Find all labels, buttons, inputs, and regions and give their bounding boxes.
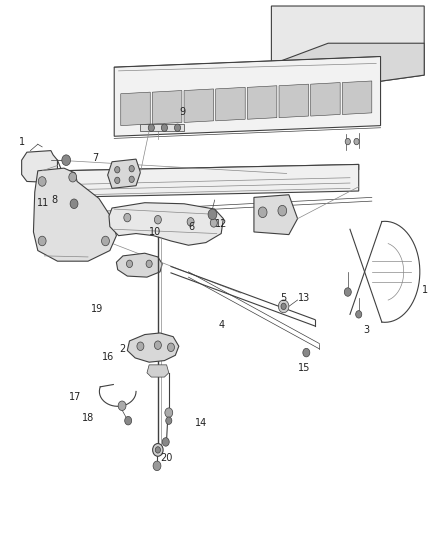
Circle shape bbox=[354, 139, 359, 145]
Polygon shape bbox=[216, 87, 245, 121]
Polygon shape bbox=[272, 6, 424, 96]
Text: 13: 13 bbox=[297, 293, 310, 303]
Text: 19: 19 bbox=[91, 304, 103, 314]
Polygon shape bbox=[117, 253, 162, 277]
Polygon shape bbox=[147, 365, 169, 377]
Polygon shape bbox=[141, 124, 184, 132]
Circle shape bbox=[38, 236, 46, 246]
Polygon shape bbox=[311, 83, 340, 116]
Polygon shape bbox=[109, 203, 223, 245]
Circle shape bbox=[356, 311, 362, 318]
Polygon shape bbox=[57, 165, 359, 176]
Circle shape bbox=[124, 213, 131, 222]
Circle shape bbox=[115, 177, 120, 183]
Circle shape bbox=[148, 124, 154, 132]
Polygon shape bbox=[184, 89, 214, 123]
Circle shape bbox=[38, 176, 46, 186]
Circle shape bbox=[187, 217, 194, 226]
Text: 14: 14 bbox=[195, 418, 207, 429]
Circle shape bbox=[127, 260, 133, 268]
Circle shape bbox=[129, 165, 134, 172]
Text: 17: 17 bbox=[69, 392, 81, 402]
Circle shape bbox=[344, 288, 351, 296]
Text: 12: 12 bbox=[215, 219, 227, 229]
Circle shape bbox=[258, 207, 267, 217]
Polygon shape bbox=[114, 56, 381, 136]
Circle shape bbox=[278, 205, 287, 216]
Polygon shape bbox=[152, 91, 182, 124]
Polygon shape bbox=[247, 86, 277, 119]
Polygon shape bbox=[272, 43, 424, 96]
Text: 5: 5 bbox=[280, 293, 286, 303]
Polygon shape bbox=[108, 159, 141, 188]
Circle shape bbox=[146, 260, 152, 268]
Circle shape bbox=[125, 416, 132, 425]
Circle shape bbox=[152, 443, 163, 456]
Text: 1: 1 bbox=[422, 286, 428, 295]
Circle shape bbox=[210, 219, 217, 227]
Text: 18: 18 bbox=[82, 413, 95, 423]
Text: 3: 3 bbox=[363, 325, 369, 335]
Text: 20: 20 bbox=[160, 453, 173, 463]
Polygon shape bbox=[121, 92, 150, 126]
Text: 10: 10 bbox=[149, 227, 161, 237]
Text: 6: 6 bbox=[188, 222, 194, 232]
Polygon shape bbox=[127, 333, 179, 362]
Circle shape bbox=[165, 408, 173, 417]
Text: 11: 11 bbox=[36, 198, 49, 208]
Text: 2: 2 bbox=[119, 344, 125, 354]
Circle shape bbox=[162, 438, 169, 446]
Circle shape bbox=[118, 401, 126, 410]
Polygon shape bbox=[21, 151, 57, 182]
Text: 15: 15 bbox=[297, 362, 310, 373]
Circle shape bbox=[129, 176, 134, 182]
Polygon shape bbox=[343, 81, 372, 115]
Circle shape bbox=[166, 417, 172, 424]
Text: 9: 9 bbox=[180, 107, 186, 117]
Polygon shape bbox=[57, 165, 359, 197]
Circle shape bbox=[345, 139, 350, 145]
Text: 8: 8 bbox=[51, 195, 57, 205]
Circle shape bbox=[115, 166, 120, 173]
Text: 1: 1 bbox=[18, 136, 25, 147]
Circle shape bbox=[69, 172, 77, 182]
Circle shape bbox=[281, 303, 286, 310]
Circle shape bbox=[102, 236, 110, 246]
Text: 16: 16 bbox=[102, 352, 114, 362]
Circle shape bbox=[174, 124, 180, 132]
Circle shape bbox=[167, 343, 174, 352]
Circle shape bbox=[208, 209, 217, 220]
Circle shape bbox=[153, 461, 161, 471]
Polygon shape bbox=[33, 168, 117, 261]
Text: 7: 7 bbox=[93, 152, 99, 163]
Circle shape bbox=[279, 300, 289, 313]
Circle shape bbox=[70, 199, 78, 208]
Circle shape bbox=[154, 215, 161, 224]
Circle shape bbox=[155, 447, 160, 453]
Polygon shape bbox=[254, 195, 297, 235]
Circle shape bbox=[137, 342, 144, 351]
Circle shape bbox=[154, 341, 161, 350]
Polygon shape bbox=[279, 84, 308, 118]
Circle shape bbox=[62, 155, 71, 165]
Circle shape bbox=[161, 124, 167, 132]
Circle shape bbox=[303, 349, 310, 357]
Text: 4: 4 bbox=[219, 320, 225, 330]
